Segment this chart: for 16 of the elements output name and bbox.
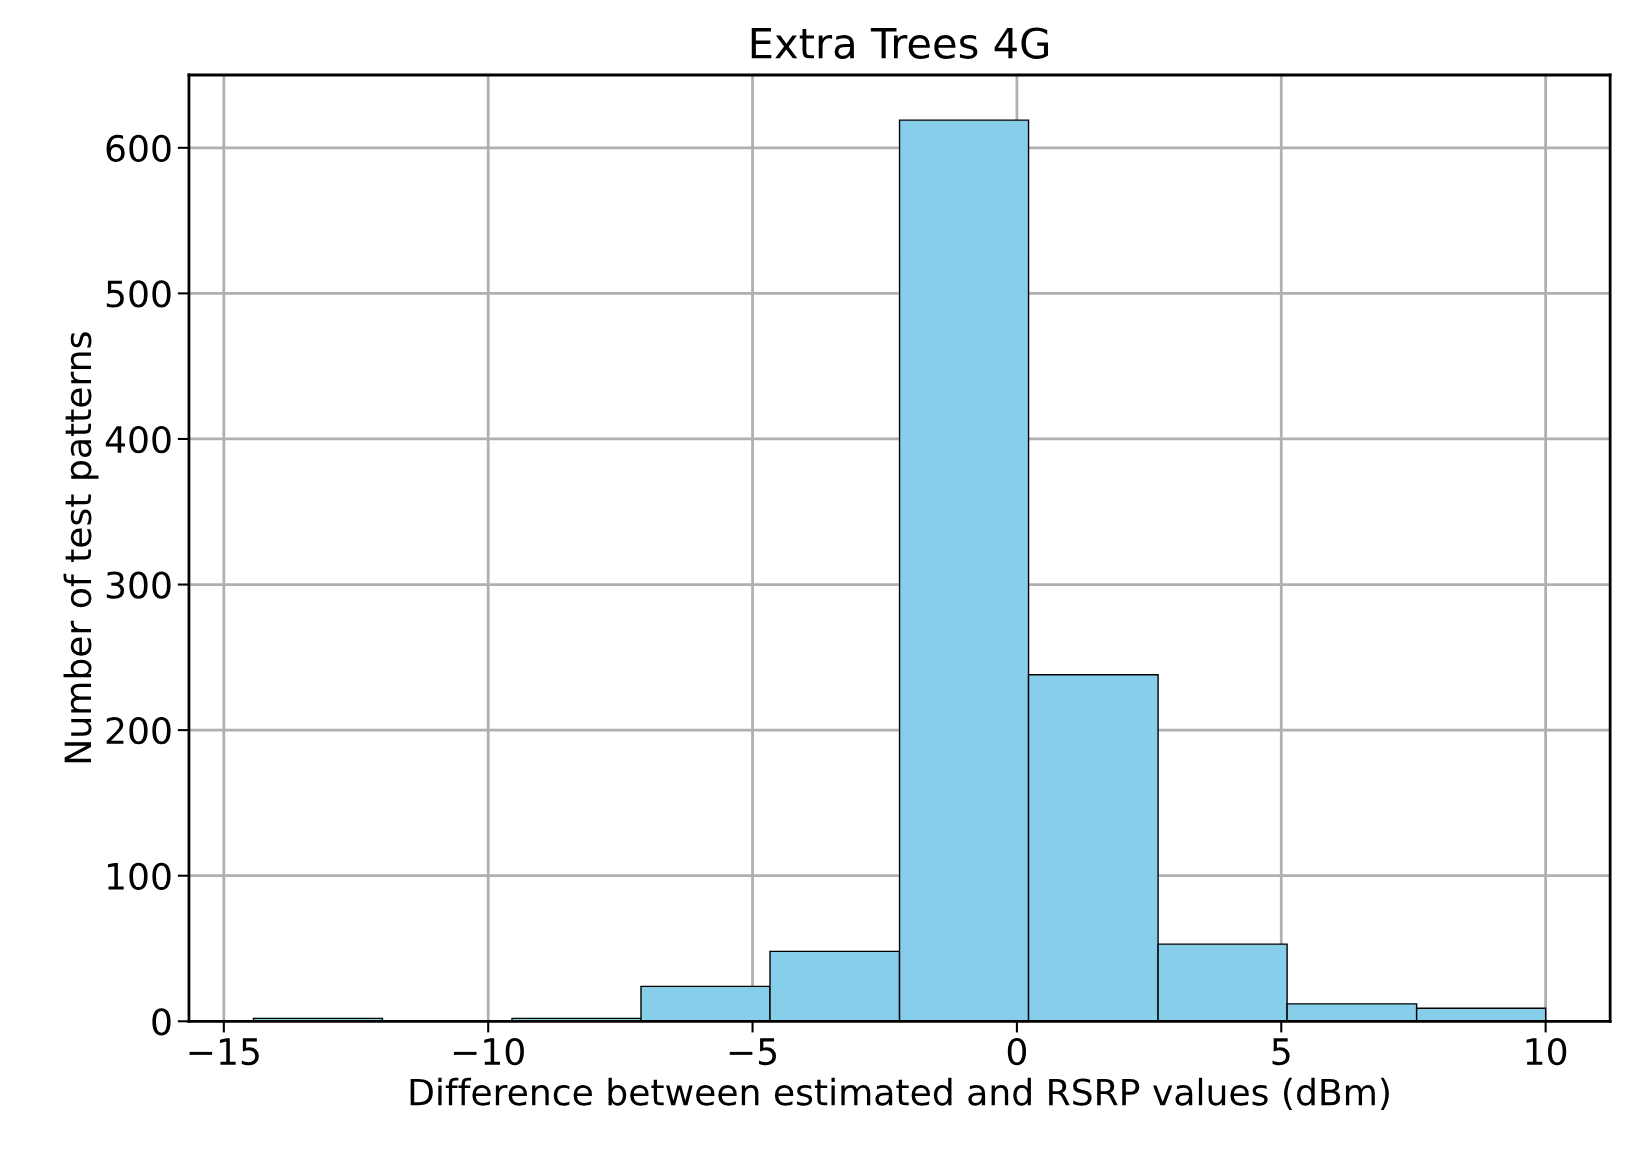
x-axis-title: Difference between estimated and RSRP values (dBm) (410, 1077, 1389, 1110)
x-tick-label: −10 (453, 1037, 524, 1066)
y-tick-label: 100 (108, 862, 171, 890)
y-tick-label: 300 (106, 571, 171, 599)
y-tick-label: 600 (106, 134, 171, 163)
x-tick-label: −5 (729, 1038, 777, 1066)
x-tick-label: −15 (189, 1038, 259, 1066)
x-tick-label: 0 (1007, 1037, 1027, 1066)
y-tick-label: 0 (152, 1008, 171, 1036)
y-tick-label: 200 (106, 717, 171, 745)
x-tick-label: 10 (1526, 1037, 1567, 1066)
y-axis-title: Number of test patterns (63, 332, 99, 763)
x-tick-label: 5 (1272, 1038, 1290, 1066)
y-tick-label: 400 (105, 425, 171, 454)
y-tick-label: 500 (106, 280, 171, 308)
chart-title: Extra Trees 4G (751, 27, 1048, 59)
